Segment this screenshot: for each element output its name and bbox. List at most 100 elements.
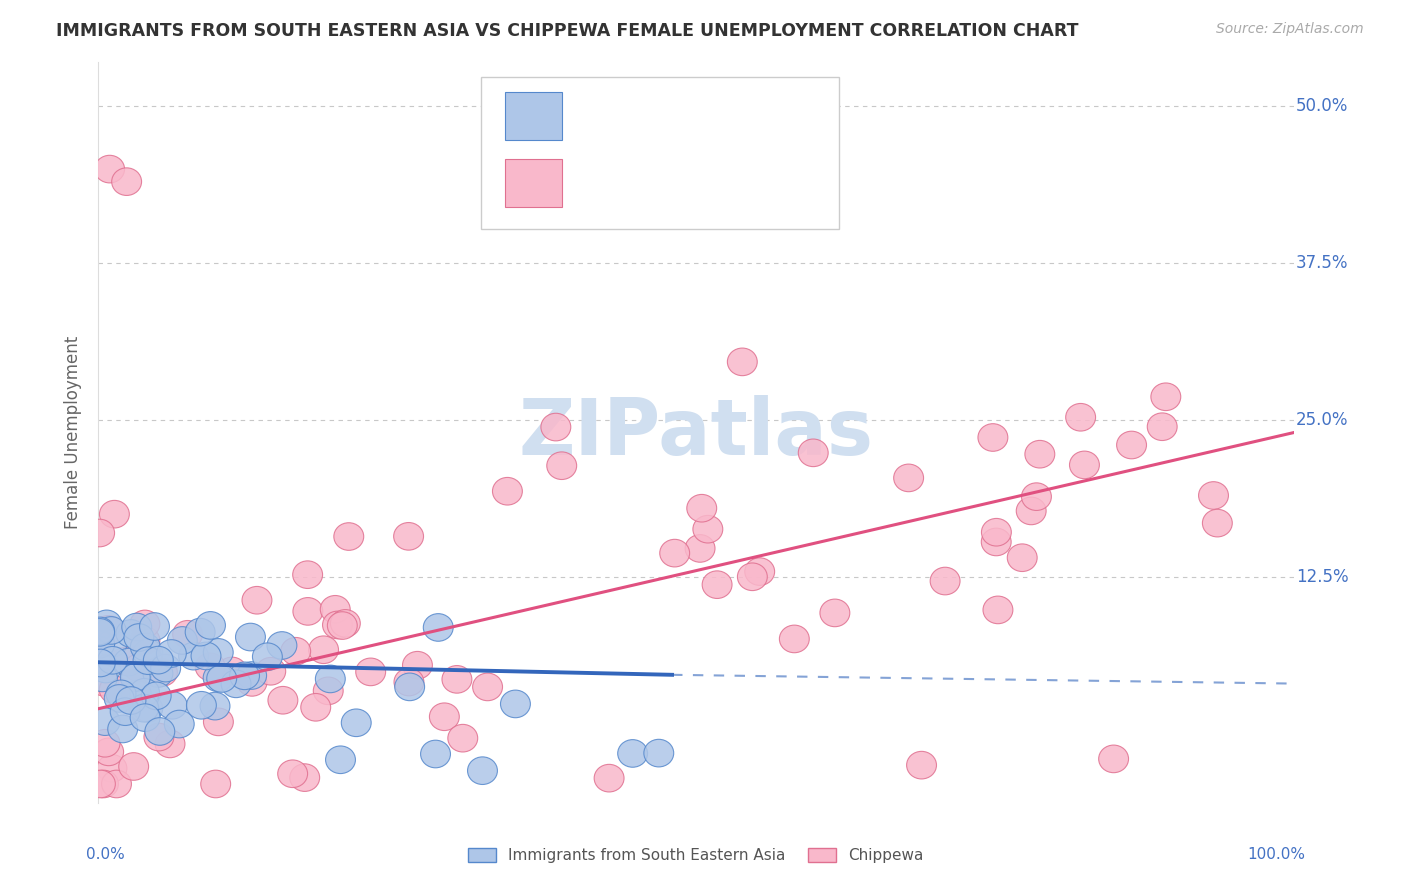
Ellipse shape (122, 613, 152, 640)
Text: IMMIGRANTS FROM SOUTH EASTERN ASIA VS CHIPPEWA FEMALE UNEMPLOYMENT CORRELATION C: IMMIGRANTS FROM SOUTH EASTERN ASIA VS CH… (56, 22, 1078, 40)
Ellipse shape (86, 770, 115, 797)
Ellipse shape (501, 690, 530, 718)
Ellipse shape (217, 657, 247, 685)
Ellipse shape (90, 730, 120, 757)
Ellipse shape (420, 740, 450, 768)
Ellipse shape (118, 753, 149, 780)
Ellipse shape (111, 168, 142, 195)
Ellipse shape (983, 596, 1012, 624)
Ellipse shape (686, 494, 717, 522)
Ellipse shape (547, 452, 576, 480)
Ellipse shape (201, 770, 231, 797)
Ellipse shape (108, 715, 138, 743)
Ellipse shape (256, 657, 285, 685)
Ellipse shape (395, 673, 425, 701)
Ellipse shape (87, 664, 117, 691)
FancyBboxPatch shape (505, 159, 562, 207)
Text: 25.0%: 25.0% (1296, 411, 1348, 429)
Ellipse shape (86, 649, 115, 677)
Ellipse shape (94, 155, 125, 183)
Ellipse shape (129, 694, 159, 722)
Text: R = -0.118   N = 65: R = -0.118 N = 65 (571, 107, 734, 125)
Ellipse shape (89, 668, 118, 696)
Ellipse shape (745, 558, 775, 585)
Ellipse shape (693, 516, 723, 543)
Ellipse shape (278, 760, 308, 788)
Ellipse shape (1066, 403, 1095, 431)
Ellipse shape (322, 611, 353, 639)
Ellipse shape (492, 477, 523, 505)
Ellipse shape (356, 658, 385, 686)
Ellipse shape (143, 723, 174, 751)
FancyBboxPatch shape (481, 78, 839, 229)
Ellipse shape (124, 654, 153, 681)
Legend: Immigrants from South Eastern Asia, Chippewa: Immigrants from South Eastern Asia, Chip… (463, 842, 929, 869)
Ellipse shape (93, 615, 124, 643)
Ellipse shape (702, 571, 733, 599)
Ellipse shape (429, 703, 460, 731)
Ellipse shape (132, 695, 163, 723)
Ellipse shape (145, 718, 174, 746)
Ellipse shape (727, 348, 758, 376)
Ellipse shape (309, 636, 339, 664)
Ellipse shape (155, 731, 186, 757)
Ellipse shape (595, 764, 624, 792)
Ellipse shape (301, 693, 330, 721)
Ellipse shape (330, 609, 360, 637)
Ellipse shape (402, 651, 433, 679)
Ellipse shape (150, 655, 180, 681)
Ellipse shape (105, 680, 136, 707)
Ellipse shape (1098, 745, 1129, 772)
Ellipse shape (195, 653, 225, 681)
Ellipse shape (1198, 482, 1229, 509)
Ellipse shape (96, 616, 127, 644)
Ellipse shape (157, 691, 187, 719)
Ellipse shape (907, 751, 936, 779)
Ellipse shape (89, 770, 118, 797)
Ellipse shape (121, 663, 152, 690)
Ellipse shape (129, 610, 160, 638)
Ellipse shape (238, 669, 267, 696)
Ellipse shape (326, 746, 356, 773)
Ellipse shape (84, 519, 114, 547)
Ellipse shape (91, 656, 121, 682)
Ellipse shape (191, 642, 221, 670)
Text: Source: ZipAtlas.com: Source: ZipAtlas.com (1216, 22, 1364, 37)
Ellipse shape (134, 640, 163, 667)
Ellipse shape (84, 631, 114, 658)
FancyBboxPatch shape (505, 92, 562, 140)
Text: ZIPatlas: ZIPatlas (519, 394, 873, 471)
Ellipse shape (820, 599, 849, 627)
Ellipse shape (472, 673, 502, 701)
Ellipse shape (100, 676, 129, 704)
Ellipse shape (423, 614, 453, 641)
Ellipse shape (124, 624, 153, 651)
Ellipse shape (148, 658, 177, 686)
Ellipse shape (441, 665, 472, 693)
Ellipse shape (129, 679, 159, 706)
Ellipse shape (139, 613, 170, 640)
Ellipse shape (281, 638, 311, 665)
Ellipse shape (314, 677, 343, 705)
Ellipse shape (143, 647, 173, 674)
Ellipse shape (134, 647, 163, 674)
Ellipse shape (242, 586, 271, 614)
Ellipse shape (97, 755, 127, 782)
Ellipse shape (84, 618, 114, 646)
Ellipse shape (195, 612, 225, 640)
Ellipse shape (114, 648, 143, 676)
Ellipse shape (204, 708, 233, 736)
Ellipse shape (129, 627, 160, 655)
Ellipse shape (200, 692, 231, 720)
Ellipse shape (541, 413, 571, 441)
Ellipse shape (90, 708, 120, 736)
Ellipse shape (253, 643, 283, 671)
Ellipse shape (1022, 483, 1052, 510)
Ellipse shape (981, 528, 1011, 556)
Ellipse shape (131, 633, 160, 661)
Ellipse shape (156, 640, 187, 667)
Ellipse shape (186, 618, 215, 646)
Ellipse shape (101, 770, 131, 797)
Ellipse shape (97, 647, 128, 674)
Ellipse shape (115, 620, 146, 648)
